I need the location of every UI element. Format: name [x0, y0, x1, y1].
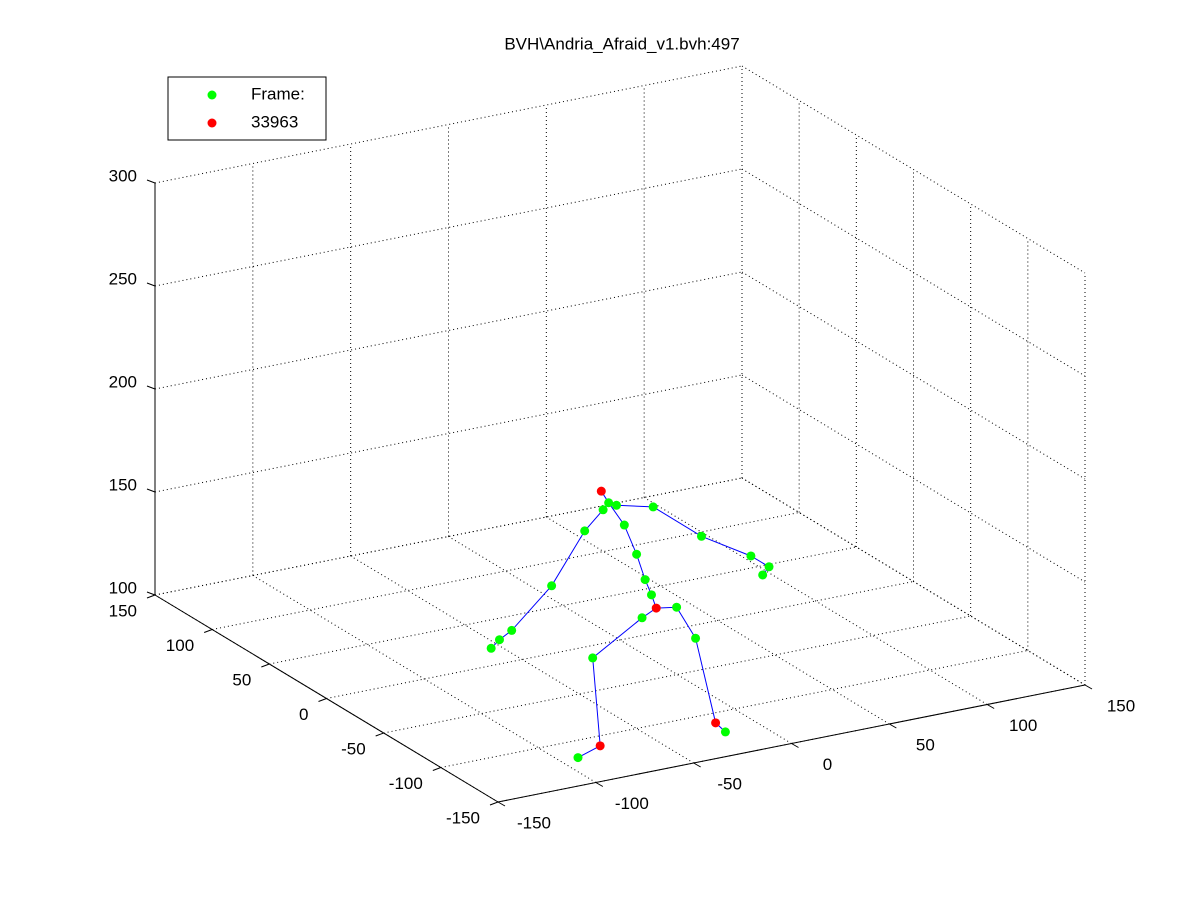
- y-tick-label: 0: [299, 705, 308, 724]
- joint-marker: [637, 613, 647, 623]
- grid-line: [643, 497, 988, 705]
- x-tick: [1084, 684, 1093, 690]
- y-tick: [432, 767, 442, 771]
- joint-marker: [651, 603, 661, 613]
- z-tick: [146, 488, 156, 493]
- z-tick: [146, 385, 156, 390]
- legend: Frame: 33963: [167, 76, 327, 141]
- joint-marker: [598, 505, 608, 515]
- z-tick: [146, 591, 156, 596]
- grid-line: [350, 555, 694, 764]
- y-tick-label: 150: [109, 601, 137, 620]
- x-tick: [986, 704, 995, 709]
- joint-marker: [672, 602, 682, 612]
- y-tick-label: 100: [166, 636, 194, 655]
- grid-line: [741, 271, 1086, 480]
- grid-line: [741, 374, 1086, 583]
- legend-box: [167, 76, 327, 141]
- joint-marker: [580, 526, 590, 536]
- x-tick: [693, 762, 701, 768]
- z-tick: [146, 282, 156, 287]
- joint-marker: [611, 500, 621, 510]
- joint-marker: [486, 643, 496, 653]
- y-tick: [146, 594, 156, 599]
- joint-marker: [640, 575, 650, 585]
- x-tick-label: 50: [916, 735, 935, 754]
- joint-marker: [619, 520, 629, 530]
- grid-line: [252, 575, 597, 783]
- y-tick: [203, 629, 213, 633]
- axes: -150 -100 -50 0 50 100 150 -150 -100 -50 0 50 100 150…: [109, 166, 1136, 832]
- joint-marker: [632, 549, 642, 559]
- z-tick-label: 150: [109, 475, 137, 494]
- joint-marker: [711, 718, 721, 728]
- y-tick: [375, 732, 384, 737]
- x-tick: [791, 743, 799, 748]
- legend-label: 33963: [251, 112, 298, 131]
- legend-marker: [207, 118, 217, 128]
- z-tick-label: 100: [109, 578, 137, 597]
- x-tick-label: -150: [517, 813, 551, 832]
- joint-marker: [494, 635, 504, 645]
- joint-marker: [764, 562, 774, 572]
- z-tick: [146, 179, 156, 184]
- x-tick: [497, 801, 506, 807]
- y-tick-label: -50: [341, 739, 366, 758]
- x-tick-label: 100: [1009, 716, 1037, 735]
- legend-label: Frame:: [251, 84, 305, 103]
- joint-marker: [604, 498, 614, 508]
- joint-marker: [696, 531, 706, 541]
- joint-marker: [646, 590, 656, 600]
- x-tick-label: -50: [717, 774, 742, 793]
- joint-marker: [596, 486, 606, 496]
- joint-marker: [691, 633, 701, 643]
- chart-title: BVH\Andria_Afraid_v1.bvh:497: [504, 34, 739, 53]
- legend-marker: [207, 90, 217, 100]
- y-tick: [261, 663, 270, 668]
- y-tick-label: 50: [232, 670, 251, 689]
- plot-area: [486, 486, 774, 763]
- x-tick-label: 0: [823, 755, 832, 774]
- y-tick: [489, 801, 499, 806]
- y-tick-label: -150: [446, 808, 480, 827]
- x-tick: [595, 782, 604, 787]
- z-tick-label: 300: [109, 166, 137, 185]
- x-tick: [889, 723, 897, 729]
- grid-line: [741, 477, 1086, 686]
- z-tick-label: 200: [109, 372, 137, 391]
- x-tick-label: 150: [1107, 696, 1135, 715]
- joint-marker: [758, 570, 768, 580]
- joint-marker: [507, 625, 517, 635]
- joint-marker: [547, 581, 557, 591]
- joint-marker: [648, 502, 658, 512]
- joint-marker: [573, 753, 583, 763]
- grid-line: [741, 168, 1086, 377]
- grid-line: [546, 516, 890, 725]
- joint-marker: [595, 741, 605, 751]
- grid-line: [448, 536, 792, 744]
- z-tick-label: 250: [109, 269, 137, 288]
- y-tick: [318, 698, 327, 702]
- joint-marker: [588, 653, 598, 663]
- joint-marker: [720, 727, 730, 737]
- grid-line: [741, 65, 1086, 274]
- x-tick-label: -100: [615, 794, 649, 813]
- y-tick-label: -100: [389, 774, 423, 793]
- joint-marker: [746, 551, 756, 561]
